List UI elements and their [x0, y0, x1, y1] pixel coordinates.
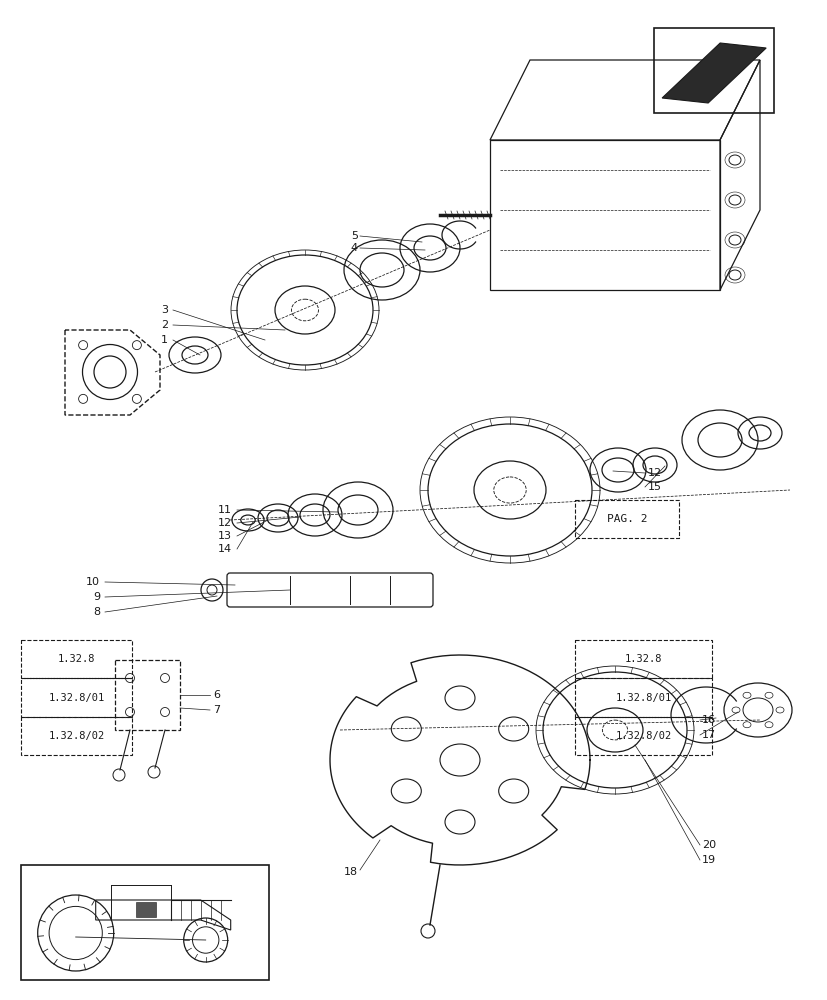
Text: 19: 19 [701, 855, 715, 865]
Bar [575, 678, 711, 717]
Text: 1: 1 [160, 335, 168, 345]
Text: 6: 6 [213, 690, 220, 700]
Text: 9: 9 [93, 592, 100, 602]
Text: 1.32.8/02: 1.32.8/02 [49, 731, 104, 741]
Bar [575, 717, 711, 755]
Text: PAG. 2: PAG. 2 [606, 514, 647, 524]
Text: 18: 18 [343, 867, 357, 877]
Text: 1.32.8: 1.32.8 [624, 654, 662, 664]
Polygon shape [662, 43, 765, 103]
Text: 8: 8 [93, 607, 100, 617]
Bar [21, 678, 132, 717]
Text: 16: 16 [701, 715, 715, 725]
Bar [21, 640, 132, 678]
Text: 1.32.8/01: 1.32.8/01 [615, 692, 671, 702]
Text: 5: 5 [351, 231, 357, 241]
Text: 15: 15 [648, 482, 662, 492]
Text: 14: 14 [218, 544, 232, 554]
Text: 1.32.8/02: 1.32.8/02 [615, 731, 671, 741]
Bar [575, 500, 678, 538]
Bar [21, 717, 132, 755]
Text: 2: 2 [160, 320, 168, 330]
Text: 20: 20 [701, 840, 715, 850]
Text: 1.32.8: 1.32.8 [58, 654, 95, 664]
Text: 1.32.8/01: 1.32.8/01 [49, 692, 104, 702]
Bar [115, 660, 179, 730]
Text: 11: 11 [218, 505, 232, 515]
Text: 3: 3 [160, 305, 168, 315]
Text: 12: 12 [218, 518, 232, 528]
Bar [653, 28, 773, 113]
Text: 10: 10 [86, 577, 100, 587]
Bar [575, 640, 711, 678]
Text: 7: 7 [213, 705, 220, 715]
Text: 17: 17 [701, 730, 715, 740]
Text: 12: 12 [648, 468, 662, 478]
Text: 13: 13 [218, 531, 232, 541]
Bar [21, 865, 269, 980]
Text: 4: 4 [351, 243, 357, 253]
Bar [136, 902, 155, 917]
